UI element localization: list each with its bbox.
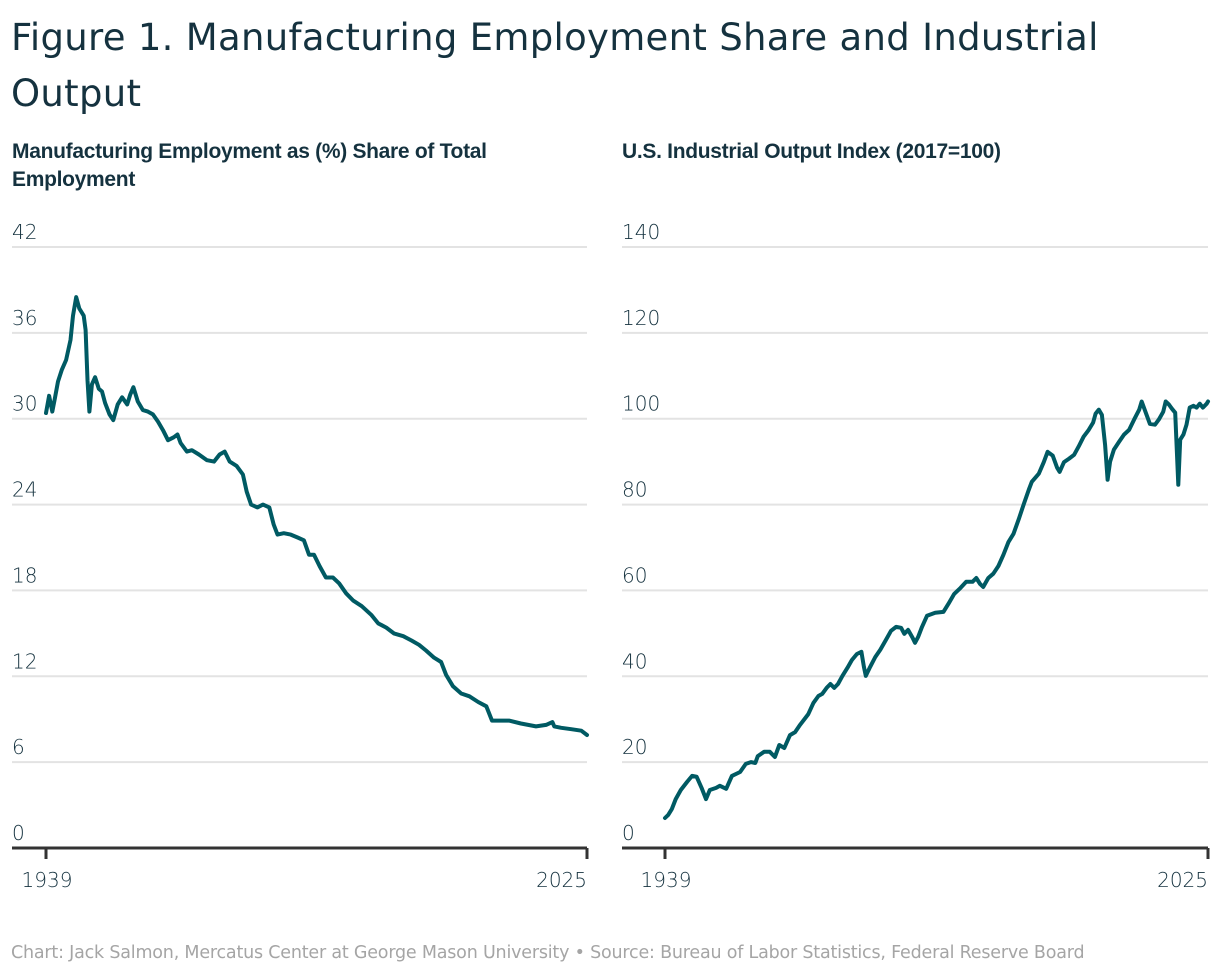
y-tick-label: 20 [622,735,647,759]
chart-footer: Chart: Jack Salmon, Mercatus Center at G… [11,943,1085,963]
y-tick-label: 24 [12,478,37,502]
y-tick-label: 0 [12,821,25,845]
x-tick-label: 2025 [536,868,587,892]
y-tick-label: 36 [12,306,37,330]
y-tick-label: 120 [622,306,660,330]
y-tick-label: 42 [12,220,37,244]
footer-credit: Chart: Jack Salmon, Mercatus Center at G… [11,943,570,963]
left-chart-employment-share: 0 6 12 18 24 30 36 42 1939 2025 [12,220,589,892]
y-tick-label: 0 [622,821,635,845]
footer-source: Source: Bureau of Labor Statistics, Fede… [590,943,1085,963]
figure-title: Figure 1. Manufacturing Employment Share… [11,16,1099,115]
y-tick-label: 40 [622,649,647,673]
y-tick-label: 18 [12,563,37,587]
right-chart-industrial-output: 0 20 40 60 80 100 120 140 1939 2025 [622,220,1210,892]
y-tick-label: 6 [12,735,25,759]
x-tick-label: 1939 [641,868,692,892]
right-chart-title: U.S. Industrial Output Index (2017=100) [622,140,1001,163]
y-tick-label: 100 [622,392,660,416]
y-tick-label: 80 [622,478,647,502]
y-tick-label: 140 [622,220,660,244]
footer-separator: • [574,943,585,963]
y-tick-label: 30 [12,392,37,416]
y-tick-label: 12 [12,649,37,673]
y-tick-label: 60 [622,563,647,587]
x-tick-label: 1939 [22,868,73,892]
x-tick-label: 2025 [1157,868,1208,892]
series-line [663,399,1210,820]
left-chart-title: Manufacturing Employment as (%) Share of… [12,140,487,191]
series-line [44,295,589,737]
